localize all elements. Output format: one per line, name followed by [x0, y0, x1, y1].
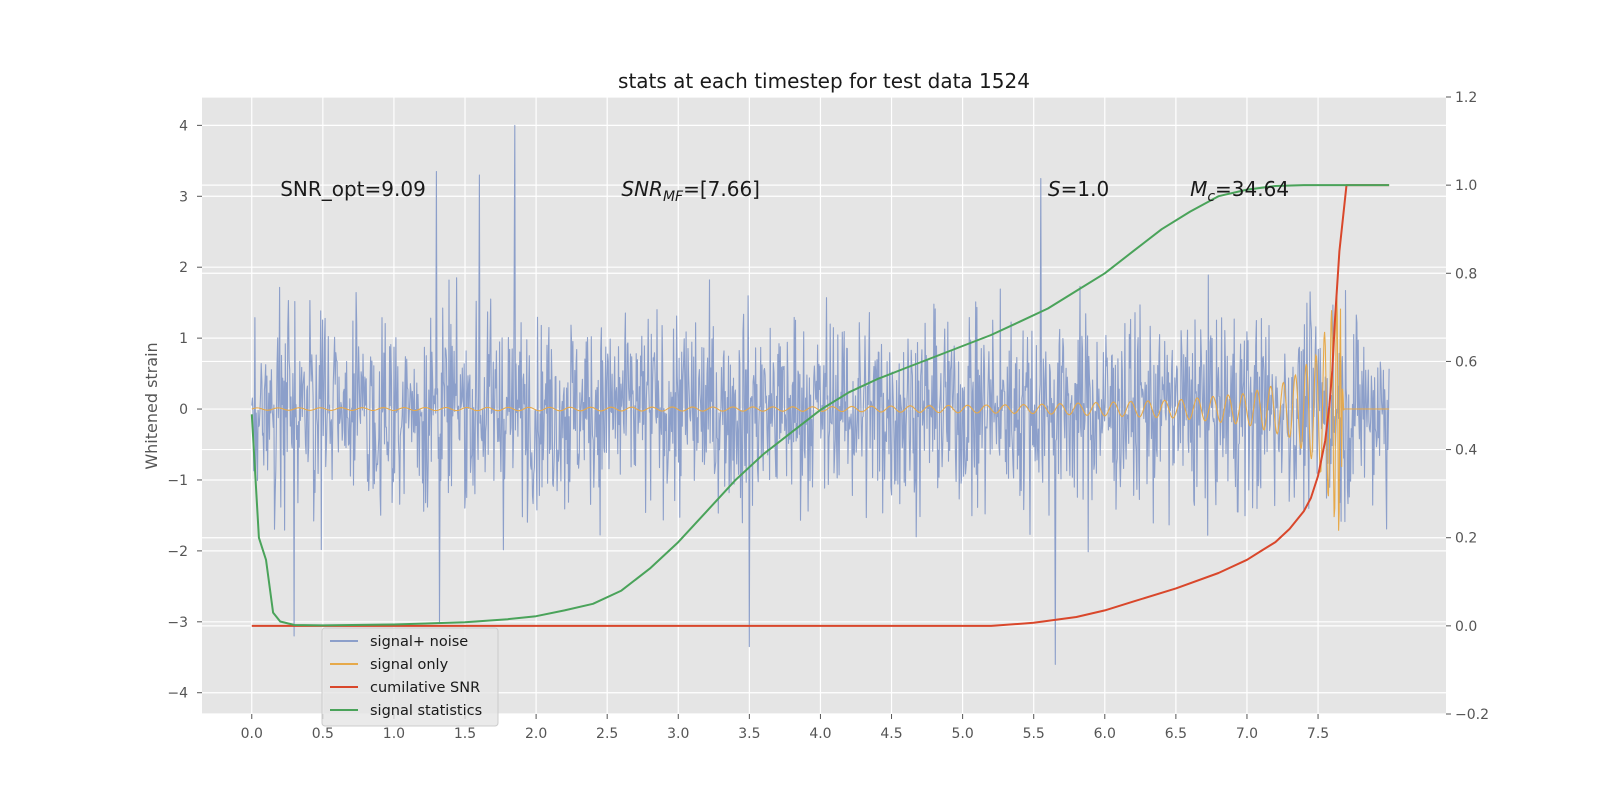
x-tick-label: 5.5 — [1023, 726, 1045, 742]
y-tick-label: −1 — [167, 473, 188, 489]
annotation-3: S=1.0 — [1048, 177, 1109, 201]
chart-title: stats at each timestep for test data 152… — [618, 69, 1030, 93]
y-right-tick-label: 1.2 — [1455, 90, 1477, 106]
annotation-text: SNR — [621, 177, 663, 201]
y-tick-label: 2 — [179, 260, 188, 276]
y-tick-label: −3 — [167, 615, 188, 631]
cumulative-snr-line — [251, 184, 1390, 627]
y-right-tick-label: 1.0 — [1455, 178, 1477, 194]
legend-label: signal+ noise — [370, 634, 468, 650]
y-tick-label: 0 — [179, 402, 188, 418]
y-tick-label: −2 — [167, 544, 188, 560]
x-tick-label: 0.5 — [312, 726, 334, 742]
y-right-tick-label: −0.2 — [1455, 707, 1489, 723]
y-right-tick-label: 0.0 — [1455, 619, 1477, 635]
y-right-tick-label: 0.8 — [1455, 266, 1477, 282]
x-tick-label: 0.0 — [241, 726, 263, 742]
legend-box — [321, 627, 499, 727]
series-layer — [250, 124, 1390, 665]
annotation-text: =34.64 — [1215, 177, 1289, 201]
y-right-tick-label: 0.6 — [1455, 354, 1477, 370]
annotation-text: M — [1190, 177, 1207, 201]
y-tick-label: 4 — [179, 118, 188, 134]
x-tick-label: 3.5 — [738, 726, 760, 742]
x-tick-label: 1.0 — [383, 726, 405, 742]
x-tick-label: 6.5 — [1165, 726, 1187, 742]
annotation-4: Mc=34.64 — [1190, 177, 1289, 205]
y-right-tick-label: 0.4 — [1455, 443, 1477, 459]
x-tick-label: 1.5 — [454, 726, 476, 742]
legend-label: cumilative SNR — [370, 680, 480, 696]
y-right-tick-label: 0.2 — [1455, 531, 1477, 547]
annotation-text: =1.0 — [1061, 177, 1110, 201]
legend-label: signal only — [370, 657, 449, 673]
signal-noise-line — [251, 124, 1390, 665]
x-tick-label: 5.0 — [951, 726, 973, 742]
annotation-2: SNRMF=[7.66] — [621, 177, 760, 205]
annotation-1: SNR_opt=9.09 — [280, 177, 426, 201]
x-tick-label: 4.0 — [809, 726, 831, 742]
annotation-text: =[7.66] — [683, 177, 760, 201]
annotations: SNR_opt=9.09 SNRMF=[7.66] S=1.0 Mc=34.64 — [280, 177, 1289, 205]
x-tick-label: 2.0 — [525, 726, 547, 742]
y-tick-label: 1 — [179, 331, 188, 347]
x-tick-label: 6.0 — [1094, 726, 1116, 742]
signal-statistics-line — [250, 184, 1390, 627]
x-tick-label: 3.0 — [667, 726, 689, 742]
y-axis-label: Whitened strain — [142, 342, 161, 469]
x-tick-label: 7.5 — [1307, 726, 1329, 742]
legend: signal+ noise signal only cumilative SNR si… — [321, 627, 499, 727]
series-signal-noise — [251, 124, 1390, 665]
x-tick-label: 2.5 — [596, 726, 618, 742]
x-tick-label: 7.0 — [1236, 726, 1258, 742]
annotation-subscript: MF — [663, 189, 684, 205]
y-tick-label: −4 — [167, 686, 188, 702]
series-signal-statistics — [250, 184, 1390, 627]
series-cumilative-snr — [251, 184, 1390, 627]
annotation-text: S — [1048, 177, 1061, 201]
annotation-subscript: c — [1207, 189, 1215, 205]
ticks-layer: 0.0 0.5 1.0 1.5 2.0 2.5 3.0 3.5 4.0 4.5 5.0 5.5 6.0 6… — [167, 90, 1489, 742]
x-tick-label: 4.5 — [880, 726, 902, 742]
y-tick-label: 3 — [179, 189, 188, 205]
legend-label: signal statistics — [370, 703, 482, 719]
